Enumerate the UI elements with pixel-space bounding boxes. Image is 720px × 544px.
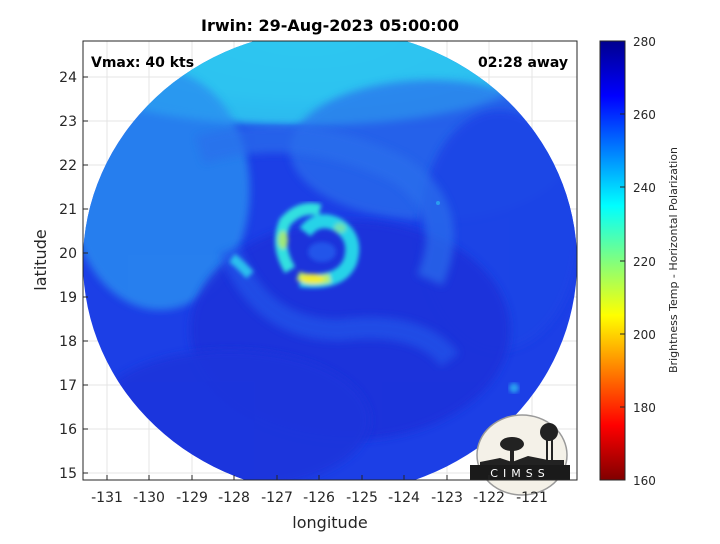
x-tick-label: -123 bbox=[431, 490, 463, 506]
colorbar-tick-label: 160 bbox=[633, 474, 656, 488]
plot-area: CIMSS Vmax: 40 kts 02:28 away bbox=[82, 40, 578, 496]
chart-title: Irwin: 29-Aug-2023 05:00:00 bbox=[201, 16, 459, 35]
cimss-logo-text: CIMSS bbox=[490, 467, 549, 480]
x-tick-label: -129 bbox=[176, 490, 208, 506]
y-tick-label: 19 bbox=[59, 290, 77, 306]
vmax-label: Vmax: 40 kts bbox=[91, 55, 194, 71]
colorbar-label: Brightness Temp - Horizontal Polarizatio… bbox=[667, 147, 680, 373]
x-tick-label: -126 bbox=[303, 490, 335, 506]
colorbar-tick-label: 240 bbox=[633, 181, 656, 195]
colorbar-tick-label: 280 bbox=[633, 35, 656, 49]
colorbar-tick-label: 200 bbox=[633, 328, 656, 342]
cimss-logo: CIMSS bbox=[470, 414, 570, 496]
y-tick-label: 21 bbox=[59, 202, 77, 218]
tick-marks bbox=[83, 76, 533, 480]
y-tick-label: 16 bbox=[59, 422, 77, 438]
x-tick-label: -122 bbox=[473, 490, 505, 506]
x-tick-label: -130 bbox=[133, 490, 165, 506]
x-tick-label: -128 bbox=[218, 490, 250, 506]
colorbar-tick-label: 180 bbox=[633, 401, 656, 415]
y-tick-label: 23 bbox=[59, 114, 77, 130]
eyewall bbox=[229, 202, 360, 288]
x-tick-label: -125 bbox=[346, 490, 378, 506]
y-tick-label: 17 bbox=[59, 378, 77, 394]
x-tick-label: -131 bbox=[91, 490, 123, 506]
y-tick-label: 15 bbox=[59, 466, 77, 482]
y-tick-labels: 24 23 22 21 20 19 18 17 16 15 bbox=[59, 70, 77, 482]
y-axis-label: latitude bbox=[31, 229, 50, 290]
x-tick-label: -124 bbox=[388, 490, 420, 506]
colorbar-tick-label: 260 bbox=[633, 108, 656, 122]
x-tick-label: -127 bbox=[261, 490, 293, 506]
x-tick-label: -121 bbox=[516, 490, 548, 506]
x-axis-label: longitude bbox=[292, 513, 367, 532]
y-tick-label: 24 bbox=[59, 70, 77, 86]
y-tick-label: 22 bbox=[59, 158, 77, 174]
y-tick-label: 18 bbox=[59, 334, 77, 350]
time-away-label: 02:28 away bbox=[478, 55, 568, 71]
x-tick-labels: -131 -130 -129 -128 -127 -126 -125 -124 … bbox=[91, 490, 548, 506]
colorbar-tick-label: 220 bbox=[633, 255, 656, 269]
y-tick-label: 20 bbox=[59, 246, 77, 262]
colorbar: 280 260 240 220 200 180 160 Brightness T… bbox=[599, 35, 680, 488]
brightness-temperature-image bbox=[83, 41, 577, 480]
